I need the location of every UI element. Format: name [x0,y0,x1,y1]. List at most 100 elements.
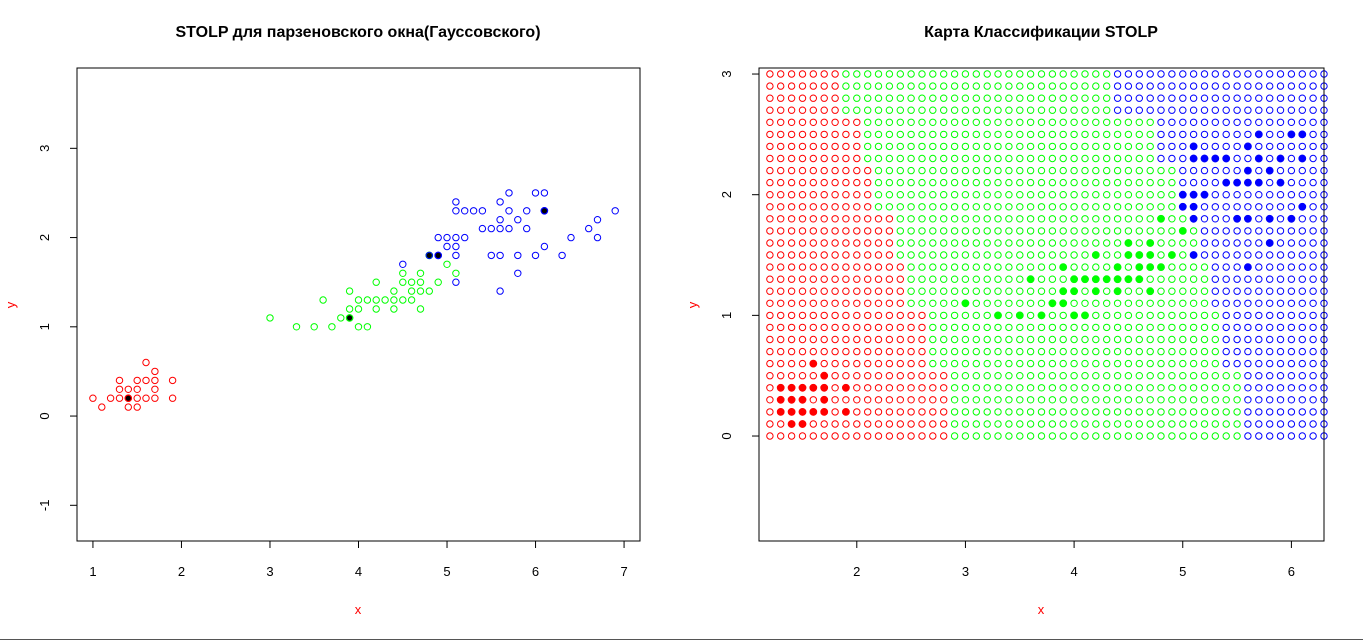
grid-point-setosa [766,432,774,440]
data-point-versicolor [292,323,301,331]
grid-point-virginica [1287,275,1296,283]
grid-point-versicolor [929,178,937,187]
grid-point-versicolor [940,251,948,259]
grid-point-setosa [809,263,817,271]
grid-point-versicolor [1168,396,1176,404]
grid-point-versicolor [994,275,1002,283]
grid-point-versicolor [1211,359,1220,368]
grid-point-versicolor [1059,227,1067,235]
grid-point-versicolor [940,287,948,295]
grid-point-virginica [1113,94,1122,102]
grid-point-versicolor [918,106,926,114]
grid-point-virginica [1276,82,1285,90]
grid-point-versicolor [994,82,1002,90]
grid-point-setosa [874,227,883,235]
grid-point-versicolor [1059,396,1067,404]
training-point-setosa [820,408,829,416]
grid-point-versicolor [961,142,970,151]
grid-point-virginica [1309,166,1317,175]
data-point-versicolor [345,287,354,295]
grid-point-virginica [1266,299,1274,307]
grid-point-setosa [885,420,894,428]
grid-point-versicolor [1026,372,1035,380]
grid-point-versicolor [1037,323,1046,332]
grid-point-setosa [842,191,850,199]
grid-point-virginica [1309,215,1317,223]
grid-point-versicolor [1026,420,1035,428]
grid-point-virginica [1200,215,1209,223]
grid-point-versicolor [1189,396,1198,404]
grid-point-setosa [777,191,785,199]
data-point-versicolor [399,278,407,286]
grid-point-versicolor [1168,166,1176,175]
grid-point-versicolor [1103,432,1111,440]
grid-point-versicolor [885,142,894,151]
grid-point-setosa [787,191,796,199]
grid-point-versicolor [1037,142,1046,151]
grid-point-versicolor [1070,227,1078,235]
training-point-virginica [1222,178,1231,187]
data-point-virginica [593,233,602,242]
grid-point-versicolor [1189,299,1198,307]
grid-point-virginica [1255,372,1263,380]
grid-point-virginica [1298,82,1307,90]
grid-point-versicolor [1189,432,1198,440]
training-point-versicolor [1070,311,1078,320]
grid-point-versicolor [1026,178,1035,187]
training-point-virginica [1222,154,1231,163]
grid-point-setosa [831,432,839,440]
grid-point-versicolor [1146,203,1154,211]
grid-point-versicolor [907,118,915,127]
grid-point-virginica [1233,299,1241,307]
grid-point-versicolor [950,408,959,416]
grid-point-versicolor [972,299,980,307]
grid-point-versicolor [1124,323,1133,332]
grid-point-virginica [1200,70,1209,78]
grid-point-versicolor [961,251,970,259]
grid-point-versicolor [983,166,991,175]
grid-point-versicolor [972,94,980,102]
grid-point-versicolor [994,118,1002,127]
grid-point-versicolor [1092,299,1100,307]
grid-point-versicolor [1124,408,1133,416]
grid-point-versicolor [1048,82,1057,90]
grid-point-versicolor [972,335,980,344]
grid-point-versicolor [1037,239,1046,247]
grid-point-virginica [1222,94,1230,102]
grid-point-virginica [1179,166,1187,175]
grid-point-versicolor [1048,287,1057,295]
grid-point-versicolor [896,227,904,235]
grid-point-setosa [766,130,774,139]
grid-point-versicolor [1026,70,1035,78]
grid-point-virginica [1287,239,1296,247]
grid-point-versicolor [1113,384,1122,392]
training-point-setosa [820,395,829,404]
grid-point-versicolor [961,118,970,127]
grid-point-versicolor [1059,130,1067,139]
grid-point-versicolor [961,239,970,247]
grid-point-setosa [787,432,796,440]
grid-point-versicolor [1059,154,1067,163]
grid-point-setosa [874,287,883,295]
grid-point-virginica [1255,432,1263,440]
grid-point-virginica [1244,287,1252,295]
grid-point-versicolor [961,263,970,271]
grid-point-setosa [766,408,774,416]
data-point-setosa [142,376,150,385]
training-point-virginica [1287,214,1296,223]
grid-point-virginica [1309,178,1317,187]
grid-point-virginica [1276,166,1285,175]
training-point-setosa [798,408,807,416]
grid-point-setosa [809,432,817,440]
grid-point-versicolor [1070,203,1078,211]
grid-point-versicolor [1200,335,1209,344]
grid-point-versicolor [1103,203,1111,211]
grid-point-versicolor [1048,384,1057,392]
grid-point-virginica [1266,275,1274,283]
training-point-virginica [1189,202,1198,211]
grid-point-virginica [1255,311,1263,320]
grid-point-versicolor [1113,203,1122,211]
grid-point-versicolor [1092,203,1100,211]
grid-point-versicolor [929,142,937,151]
grid-point-versicolor [929,215,937,223]
